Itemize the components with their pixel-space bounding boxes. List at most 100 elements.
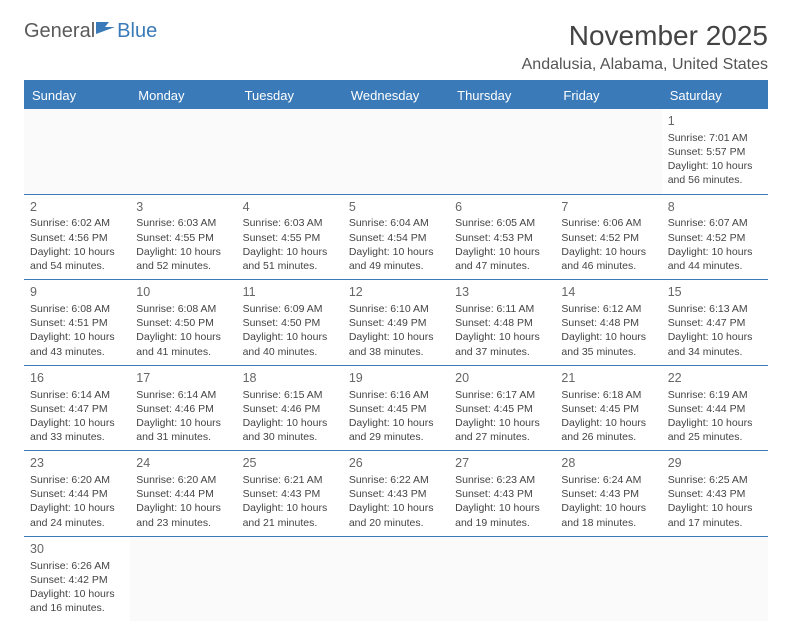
daylight-text: and 24 minutes. — [30, 516, 124, 530]
sunset-text: Sunset: 4:56 PM — [30, 231, 124, 245]
sunset-text: Sunset: 4:51 PM — [30, 316, 124, 330]
sunset-text: Sunset: 4:47 PM — [30, 402, 124, 416]
daylight-text: Daylight: 10 hours — [30, 501, 124, 515]
logo-text-blue: Blue — [117, 20, 157, 43]
week-row: 9Sunrise: 6:08 AMSunset: 4:51 PMDaylight… — [24, 280, 768, 366]
day-number: 1 — [668, 113, 762, 130]
sunset-text: Sunset: 4:48 PM — [561, 316, 655, 330]
daylight-text: and 17 minutes. — [668, 516, 762, 530]
day-cell: 8Sunrise: 6:07 AMSunset: 4:52 PMDaylight… — [662, 195, 768, 280]
sunrise-text: Sunrise: 6:20 AM — [30, 473, 124, 487]
sunrise-text: Sunrise: 6:02 AM — [30, 216, 124, 230]
day-number: 20 — [455, 370, 549, 387]
sunrise-text: Sunrise: 6:24 AM — [561, 473, 655, 487]
daylight-text: Daylight: 10 hours — [561, 330, 655, 344]
sunrise-text: Sunrise: 6:19 AM — [668, 388, 762, 402]
logo-text-general: General — [24, 20, 95, 43]
day-number: 28 — [561, 455, 655, 472]
daylight-text: and 38 minutes. — [349, 345, 443, 359]
day-header-sun: Sunday — [24, 82, 130, 109]
logo: General Blue — [24, 20, 157, 43]
sunrise-text: Sunrise: 6:17 AM — [455, 388, 549, 402]
daylight-text: Daylight: 10 hours — [668, 330, 762, 344]
sunrise-text: Sunrise: 6:07 AM — [668, 216, 762, 230]
day-number: 2 — [30, 199, 124, 216]
day-cell: 5Sunrise: 6:04 AMSunset: 4:54 PMDaylight… — [343, 195, 449, 280]
sunset-text: Sunset: 4:55 PM — [243, 231, 337, 245]
empty-cell — [449, 109, 555, 194]
daylight-text: Daylight: 10 hours — [668, 416, 762, 430]
day-number: 16 — [30, 370, 124, 387]
sunrise-text: Sunrise: 6:23 AM — [455, 473, 549, 487]
day-header-mon: Monday — [130, 82, 236, 109]
daylight-text: and 21 minutes. — [243, 516, 337, 530]
day-number: 25 — [243, 455, 337, 472]
sunrise-text: Sunrise: 6:26 AM — [30, 559, 124, 573]
day-cell: 24Sunrise: 6:20 AMSunset: 4:44 PMDayligh… — [130, 451, 236, 536]
daylight-text: and 19 minutes. — [455, 516, 549, 530]
daylight-text: and 30 minutes. — [243, 430, 337, 444]
sunset-text: Sunset: 4:43 PM — [455, 487, 549, 501]
empty-cell — [237, 109, 343, 194]
daylight-text: Daylight: 10 hours — [136, 416, 230, 430]
sunset-text: Sunset: 4:44 PM — [136, 487, 230, 501]
day-number: 5 — [349, 199, 443, 216]
day-cell: 29Sunrise: 6:25 AMSunset: 4:43 PMDayligh… — [662, 451, 768, 536]
week-row: 1Sunrise: 7:01 AMSunset: 5:57 PMDaylight… — [24, 109, 768, 195]
sunset-text: Sunset: 4:46 PM — [243, 402, 337, 416]
day-number: 12 — [349, 284, 443, 301]
daylight-text: Daylight: 10 hours — [455, 416, 549, 430]
daylight-text: and 41 minutes. — [136, 345, 230, 359]
daylight-text: Daylight: 10 hours — [243, 245, 337, 259]
daylight-text: and 47 minutes. — [455, 259, 549, 273]
week-row: 30Sunrise: 6:26 AMSunset: 4:42 PMDayligh… — [24, 537, 768, 621]
day-number: 4 — [243, 199, 337, 216]
month-title: November 2025 — [522, 20, 768, 52]
sunset-text: Sunset: 4:42 PM — [30, 573, 124, 587]
daylight-text: Daylight: 10 hours — [561, 501, 655, 515]
empty-cell — [449, 537, 555, 621]
daylight-text: Daylight: 10 hours — [30, 587, 124, 601]
daylight-text: and 26 minutes. — [561, 430, 655, 444]
sunrise-text: Sunrise: 6:12 AM — [561, 302, 655, 316]
day-cell: 16Sunrise: 6:14 AMSunset: 4:47 PMDayligh… — [24, 366, 130, 451]
sunrise-text: Sunrise: 6:05 AM — [455, 216, 549, 230]
daylight-text: and 43 minutes. — [30, 345, 124, 359]
daylight-text: Daylight: 10 hours — [455, 330, 549, 344]
daylight-text: and 16 minutes. — [30, 601, 124, 615]
daylight-text: Daylight: 10 hours — [455, 501, 549, 515]
day-number: 10 — [136, 284, 230, 301]
day-header-fri: Friday — [555, 82, 661, 109]
day-cell: 27Sunrise: 6:23 AMSunset: 4:43 PMDayligh… — [449, 451, 555, 536]
daylight-text: Daylight: 10 hours — [455, 245, 549, 259]
day-cell: 12Sunrise: 6:10 AMSunset: 4:49 PMDayligh… — [343, 280, 449, 365]
day-cell: 9Sunrise: 6:08 AMSunset: 4:51 PMDaylight… — [24, 280, 130, 365]
daylight-text: Daylight: 10 hours — [243, 330, 337, 344]
daylight-text: Daylight: 10 hours — [668, 245, 762, 259]
daylight-text: Daylight: 10 hours — [136, 330, 230, 344]
empty-cell — [555, 537, 661, 621]
sunrise-text: Sunrise: 6:14 AM — [136, 388, 230, 402]
day-cell: 6Sunrise: 6:05 AMSunset: 4:53 PMDaylight… — [449, 195, 555, 280]
day-number: 30 — [30, 541, 124, 558]
empty-cell — [130, 109, 236, 194]
sunrise-text: Sunrise: 6:25 AM — [668, 473, 762, 487]
daylight-text: Daylight: 10 hours — [136, 501, 230, 515]
daylight-text: and 20 minutes. — [349, 516, 443, 530]
sunrise-text: Sunrise: 6:15 AM — [243, 388, 337, 402]
day-cell: 2Sunrise: 6:02 AMSunset: 4:56 PMDaylight… — [24, 195, 130, 280]
day-number: 6 — [455, 199, 549, 216]
calendar-grid: 1Sunrise: 7:01 AMSunset: 5:57 PMDaylight… — [24, 109, 768, 621]
daylight-text: and 49 minutes. — [349, 259, 443, 273]
daylight-text: and 56 minutes. — [668, 173, 762, 187]
daylight-text: Daylight: 10 hours — [30, 416, 124, 430]
sunset-text: Sunset: 4:49 PM — [349, 316, 443, 330]
day-number: 26 — [349, 455, 443, 472]
empty-cell — [24, 109, 130, 194]
daylight-text: and 44 minutes. — [668, 259, 762, 273]
day-number: 8 — [668, 199, 762, 216]
daylight-text: Daylight: 10 hours — [561, 245, 655, 259]
day-header-thu: Thursday — [449, 82, 555, 109]
sunset-text: Sunset: 4:45 PM — [349, 402, 443, 416]
day-cell: 30Sunrise: 6:26 AMSunset: 4:42 PMDayligh… — [24, 537, 130, 621]
